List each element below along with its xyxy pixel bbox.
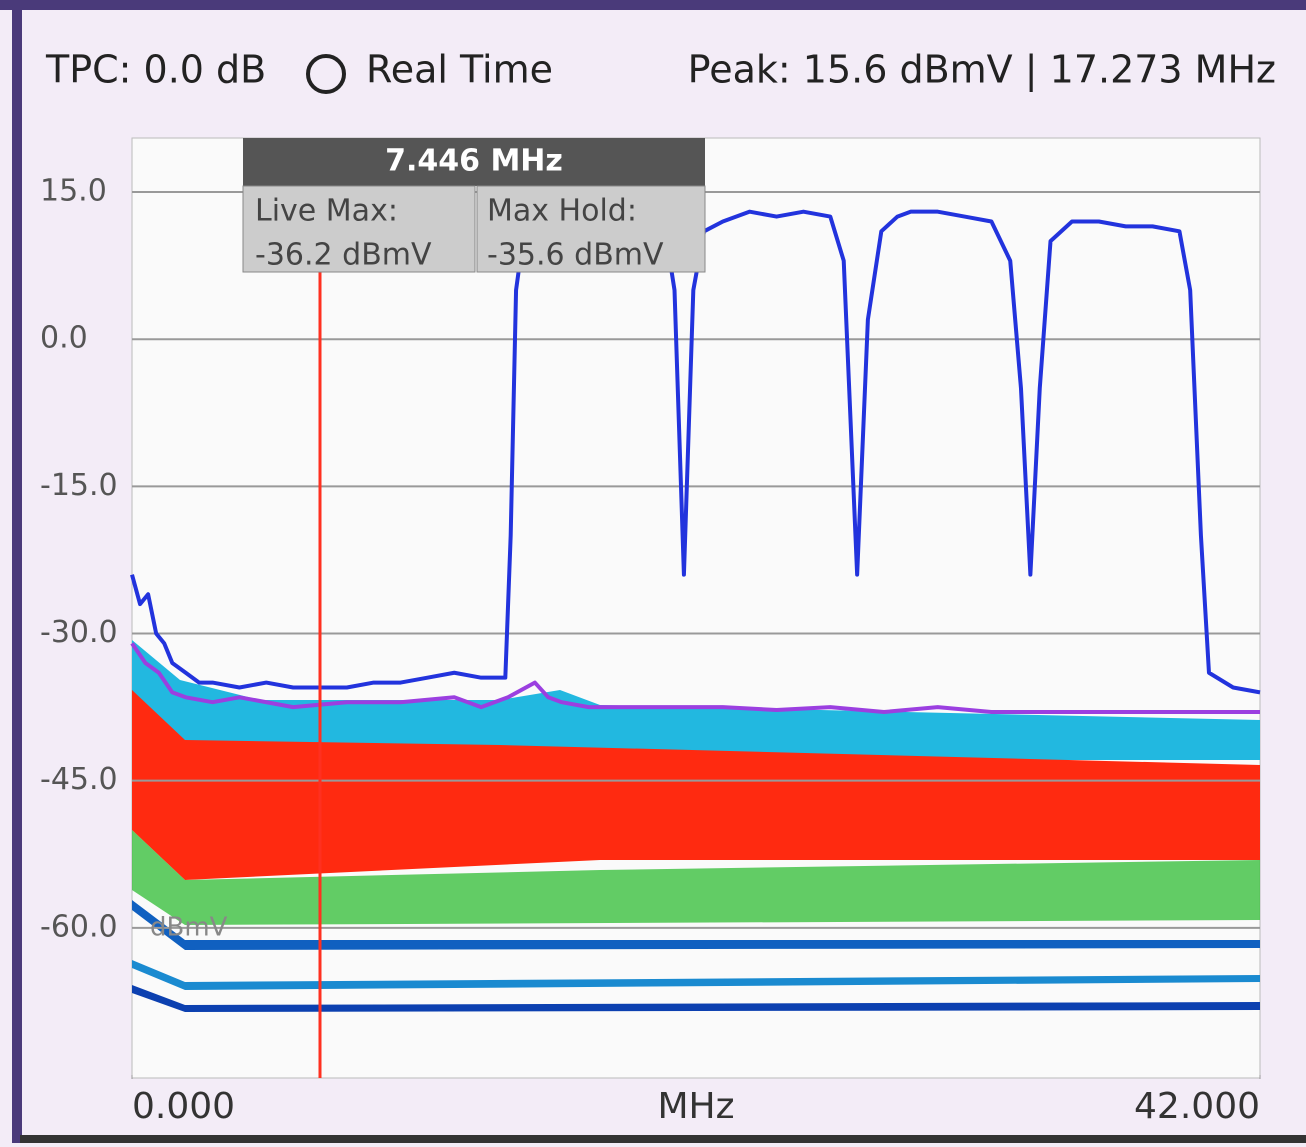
- y-tick-label: 0.0: [40, 321, 88, 356]
- x-tick-label: 0.000: [132, 1086, 235, 1127]
- spectrum-line: [130, 184, 1261, 695]
- hold-value: -35.6 dBmV: [487, 238, 664, 273]
- bottom-bar: [20, 1135, 1306, 1143]
- density-band: [132, 985, 1260, 1012]
- persistence: [132, 640, 1260, 1012]
- peak-text: Peak: 15.6 dBmV | 17.273 MHz: [688, 48, 1276, 93]
- spectrum-line: [130, 642, 1260, 715]
- marker-title: 7.446 MHz: [385, 144, 563, 179]
- y-tick-label: -45.0: [40, 762, 118, 797]
- left-frame: [12, 0, 22, 1143]
- live-value: -36.2 dBmV: [255, 238, 432, 273]
- density-band: [132, 830, 1260, 925]
- tpc-text: TPC: 0.0 dB: [45, 48, 266, 92]
- marker-cell: [242, 185, 476, 273]
- x-axis-label: MHz: [657, 1086, 734, 1127]
- density-band: [132, 900, 1260, 950]
- y-tick-label: -60.0: [40, 909, 118, 944]
- mode-text[interactable]: Real Time: [366, 48, 553, 92]
- y-tick-label: 15.0: [40, 174, 107, 209]
- marker-cell: [476, 185, 706, 273]
- marker-header: [243, 138, 705, 186]
- x-tick-label: 42.000: [1134, 1086, 1260, 1127]
- y-tick-label: -15.0: [40, 468, 118, 503]
- realtime-icon[interactable]: [306, 54, 346, 94]
- y-tick-label: -30.0: [40, 615, 118, 650]
- density-band: [132, 640, 1260, 760]
- density-band: [132, 690, 1260, 880]
- density-band: [132, 960, 1260, 990]
- top-bar: [0, 0, 1306, 10]
- hold-label: Max Hold:: [487, 194, 637, 229]
- live-label: Live Max:: [255, 194, 398, 229]
- y-unit: dBmV: [150, 912, 228, 942]
